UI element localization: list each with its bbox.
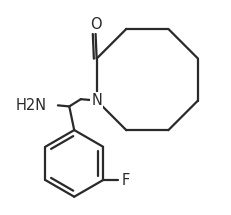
- Text: H2N: H2N: [15, 98, 47, 113]
- Text: O: O: [90, 17, 101, 32]
- Text: N: N: [91, 93, 102, 108]
- Text: F: F: [121, 173, 130, 187]
